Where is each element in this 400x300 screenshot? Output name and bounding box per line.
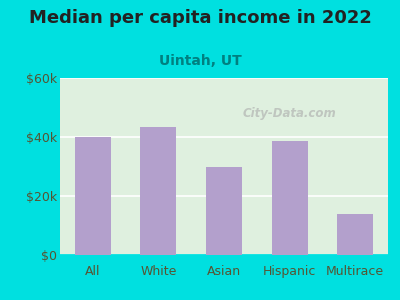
Bar bbox=[337, 214, 373, 255]
Text: City-Data.com: City-Data.com bbox=[243, 107, 336, 120]
Bar bbox=[140, 127, 176, 255]
Bar bbox=[75, 137, 111, 255]
Bar bbox=[272, 141, 308, 255]
Text: Uintah, UT: Uintah, UT bbox=[159, 54, 241, 68]
Text: Median per capita income in 2022: Median per capita income in 2022 bbox=[28, 9, 372, 27]
Bar bbox=[206, 167, 242, 255]
